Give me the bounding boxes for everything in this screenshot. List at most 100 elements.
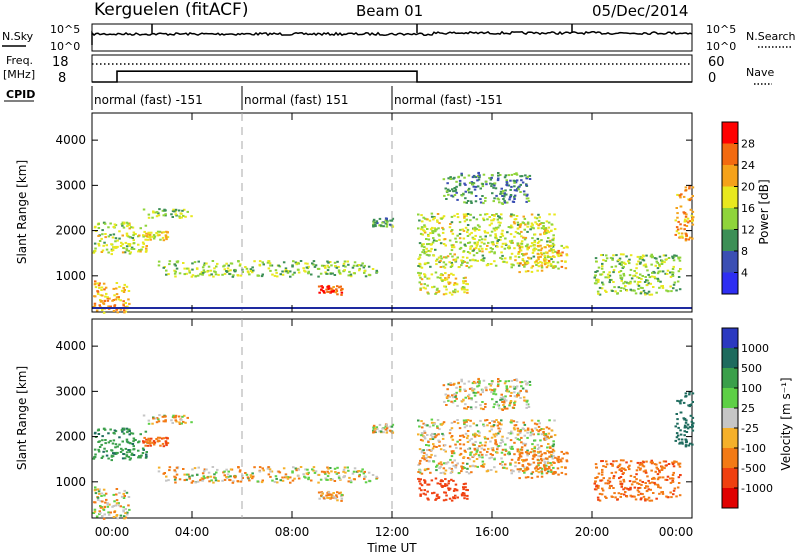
power-echo-cell — [647, 282, 650, 285]
power-echo-cell — [522, 236, 525, 239]
velocity-echo-cell — [166, 442, 170, 445]
velocity-echo-cell — [348, 476, 351, 479]
power-echo-cell — [166, 236, 170, 239]
power-echo-cell — [540, 252, 543, 254]
velocity-echo-cell — [528, 384, 532, 386]
power-echo-cell — [548, 213, 551, 216]
velocity-echo-cell — [673, 460, 676, 463]
power-echo-cell — [286, 271, 290, 274]
velocity-echo-cell — [494, 393, 498, 396]
power-echo-cell — [473, 228, 477, 231]
power-echo-cell — [467, 191, 471, 194]
velocity-echo-cell — [613, 492, 616, 495]
velocity-echo-cell — [448, 445, 452, 448]
power-echo-cell — [481, 247, 484, 250]
velocity-echo-cell — [373, 430, 376, 433]
power-echo-cell — [499, 174, 502, 176]
power-echo-cell — [530, 222, 534, 225]
velocity-echo-cell — [499, 380, 502, 382]
velocity-echo-cell — [497, 383, 500, 386]
power-echo-cell — [692, 216, 695, 219]
velocity-echo-cell — [436, 419, 440, 421]
velocity-echo-cell — [559, 459, 562, 462]
velocity-echo-cell — [550, 471, 553, 473]
velocity-echo-cell — [672, 471, 675, 474]
velocity-echo-cell — [452, 489, 456, 492]
power-echo-cell — [268, 262, 272, 265]
velocity-echo-cell — [427, 449, 431, 451]
velocity-echo-cell — [492, 433, 496, 436]
power-echo-cell — [229, 262, 233, 265]
velocity-echo-cell — [450, 499, 454, 502]
power-echo-cell — [419, 287, 422, 290]
velocity-colorbar-label: Velocity [m s⁻¹] — [779, 377, 793, 470]
power-echo-cell — [560, 254, 563, 257]
velocity-echo-cell — [519, 455, 523, 458]
velocity-echo-cell — [612, 487, 615, 489]
power-echo-cell — [521, 258, 525, 261]
power-echo-cell — [676, 216, 679, 219]
power-echo-cell — [556, 253, 559, 256]
power-echo-cell — [155, 215, 159, 218]
power-echo-cell — [162, 214, 165, 217]
cpid-segment-2: normal (fast) -151 — [394, 93, 503, 107]
power-echo-cell — [421, 251, 424, 254]
power-echo-cell — [385, 223, 389, 226]
power-echo-cell — [456, 290, 459, 293]
velocity-echo-cell — [691, 392, 695, 395]
velocity-echo-cell — [114, 443, 118, 446]
velocity-echo-cell — [343, 466, 347, 469]
power-echo-cell — [635, 263, 639, 266]
velocity-echo-cell — [552, 454, 555, 457]
velocity-echo-cell — [503, 382, 507, 385]
velocity-echo-cell — [684, 395, 688, 398]
velocity-echo-cell — [622, 478, 625, 481]
power-echo-cell — [115, 246, 118, 249]
power-echo-cell — [432, 239, 436, 242]
velocity-echo-cell — [281, 476, 284, 479]
power-echo-cell — [491, 214, 494, 216]
power-echo-cell — [524, 253, 527, 256]
power-echo-cell — [678, 256, 682, 259]
velocity-echo-cell — [518, 391, 521, 394]
power-echo-cell — [681, 236, 684, 239]
velocity-echo-cell — [267, 473, 271, 476]
power-echo-cell — [510, 185, 513, 188]
power-echo-cell — [619, 253, 623, 256]
power-echo-cell — [423, 217, 427, 220]
velocity-echo-cell — [494, 442, 497, 445]
velocity-echo-cell — [423, 452, 426, 455]
velocity-echo-cell — [458, 385, 462, 388]
power-echo-cell — [216, 262, 219, 265]
power-echo-cell — [121, 251, 125, 254]
power-echo-cell — [550, 247, 553, 250]
power-echo-cell — [419, 232, 423, 235]
power-echo-cell — [455, 185, 458, 188]
velocity-echo-cell — [440, 463, 443, 466]
power-echo-cell — [639, 292, 643, 295]
power-echo-cell — [294, 261, 298, 264]
velocity-echo-cell — [447, 488, 451, 491]
power-echo-cell — [103, 300, 106, 303]
velocity-echo-cell — [600, 473, 604, 476]
velocity-echo-cell — [497, 380, 500, 383]
power-echo-cell — [465, 265, 468, 267]
x-axis-label: Time UT — [366, 541, 417, 554]
power-echo-cell — [248, 273, 251, 276]
power-echo-cell — [98, 282, 101, 285]
velocity-echo-cell — [529, 463, 533, 466]
velocity-echo-cell — [479, 407, 483, 410]
velocity-echo-cell — [674, 425, 677, 428]
power-echo-cell — [331, 290, 334, 293]
velocity-echo-cell — [469, 406, 473, 409]
velocity-echo-cell — [310, 479, 313, 482]
velocity-echo-cell — [115, 488, 119, 490]
velocity-echo-cell — [620, 467, 624, 470]
velocity-echo-cell — [516, 433, 520, 436]
velocity-echo-cell — [635, 473, 638, 476]
velocity-echo-cell — [669, 491, 672, 494]
power-echo-cell — [536, 269, 539, 272]
power-echo-cell — [509, 257, 512, 260]
power-echo-cell — [152, 211, 155, 214]
velocity-echo-cell — [536, 475, 539, 478]
